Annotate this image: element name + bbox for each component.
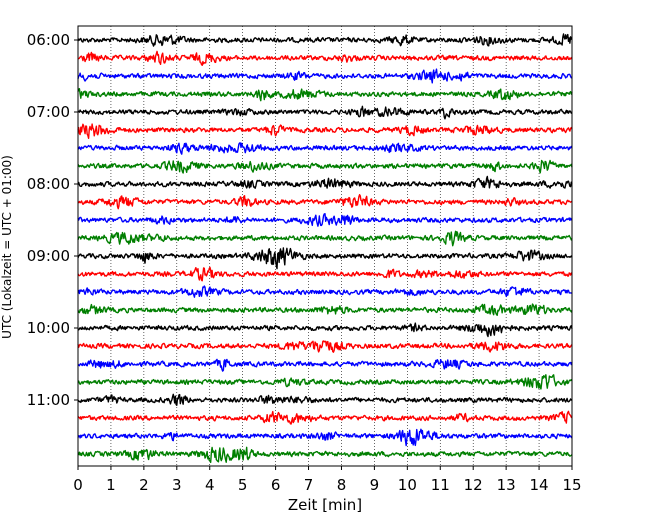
trace-1145 — [77, 446, 573, 464]
x-tick-label: 1 — [106, 476, 116, 494]
trace-1015 — [77, 340, 573, 353]
trace-1130 — [77, 428, 573, 447]
y-tick-label: 10:00 — [27, 319, 70, 337]
grid-lines — [110, 26, 540, 466]
x-tick-label: 4 — [205, 476, 215, 494]
x-tick-label: 5 — [238, 476, 248, 494]
trace-0700 — [77, 105, 573, 120]
y-axis-label: UTC (Lokalzeit = UTC + 01:00) — [0, 155, 14, 339]
x-tick-label: 7 — [304, 476, 314, 494]
y-tick-label: 06:00 — [27, 31, 70, 49]
trace-0900 — [77, 247, 573, 270]
x-axis: 0 1 2 3 4 5 6 7 8 9 10 11 12 13 14 15 — [73, 466, 582, 494]
trace-1045 — [77, 374, 573, 390]
trace-1000 — [77, 322, 573, 338]
x-tick-label: 6 — [271, 476, 281, 494]
x-tick-label: 14 — [530, 476, 549, 494]
trace-0600 — [77, 33, 573, 47]
trace-0830 — [77, 213, 573, 227]
x-tick-label: 0 — [73, 476, 83, 494]
trace-group — [77, 33, 573, 464]
trace-0615 — [77, 50, 573, 67]
trace-1030 — [77, 358, 573, 372]
trace-0630 — [77, 68, 573, 84]
x-tick-label: 10 — [398, 476, 417, 494]
trace-1115 — [77, 410, 573, 425]
y-tick-label: 08:00 — [27, 175, 70, 193]
plot-background — [78, 26, 572, 466]
trace-0915 — [77, 266, 573, 282]
trace-0730 — [77, 142, 573, 155]
x-tick-label: 11 — [431, 476, 450, 494]
y-axis: 06:00 07:00 08:00 09:00 10:00 11:00 — [27, 31, 78, 409]
trace-0800 — [77, 175, 573, 189]
x-tick-label: 12 — [464, 476, 483, 494]
y-tick-label: 07:00 — [27, 103, 70, 121]
trace-0845 — [77, 230, 573, 247]
x-tick-label: 15 — [562, 476, 581, 494]
x-tick-label: 2 — [139, 476, 149, 494]
trace-0745 — [77, 159, 573, 174]
x-tick-label: 13 — [497, 476, 516, 494]
trace-0715 — [77, 123, 573, 140]
x-tick-label: 3 — [172, 476, 182, 494]
trace-0945 — [77, 303, 573, 316]
x-tick-label: 9 — [370, 476, 380, 494]
plot-frame — [77, 25, 573, 467]
x-tick-label: 8 — [337, 476, 347, 494]
x-axis-label: Zeit [min] — [288, 496, 362, 514]
y-tick-label: 11:00 — [27, 391, 70, 409]
y-tick-label: 09:00 — [27, 247, 70, 265]
trace-1100 — [77, 393, 573, 406]
trace-0645 — [77, 88, 573, 102]
trace-0815 — [77, 193, 573, 210]
trace-0930 — [77, 285, 573, 298]
